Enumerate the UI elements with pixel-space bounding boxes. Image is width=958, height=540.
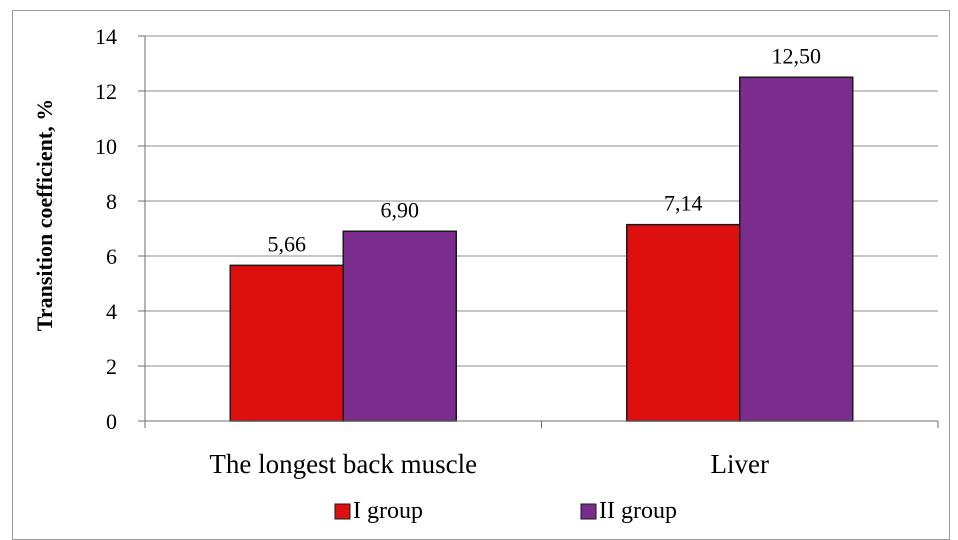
legend-swatch	[580, 503, 597, 520]
y-tick-label: 4	[106, 299, 117, 324]
legend: I group II group	[334, 498, 677, 524]
legend-swatch	[334, 503, 351, 520]
y-tick-label: 6	[106, 244, 117, 269]
data-label: 7,14	[664, 191, 703, 216]
y-axis-title: Transition coefficient, %	[32, 99, 57, 331]
y-tick-label: 0	[106, 409, 117, 434]
data-label: 12,50	[772, 43, 822, 68]
x-category-label: Liver	[711, 449, 769, 479]
x-category-label: The longest back muscle	[209, 449, 477, 479]
axes	[138, 35, 939, 428]
labels: 0 2 4 6 8 10 12 14 5,66 6,90 The longest back musc…	[95, 24, 821, 479]
data-label: 5,66	[268, 231, 307, 256]
bar	[626, 223, 741, 422]
y-tick-label: 10	[95, 134, 117, 159]
bars	[229, 76, 854, 422]
y-tick-label: 8	[106, 189, 117, 214]
data-label: 6,90	[381, 197, 420, 222]
bar	[739, 76, 854, 422]
y-tick-label: 12	[95, 79, 117, 104]
legend-label: I group	[353, 498, 423, 524]
bar	[342, 230, 457, 422]
y-tick-label: 14	[95, 24, 117, 49]
legend-label: II group	[599, 498, 677, 524]
y-tick-label: 2	[106, 354, 117, 379]
bar	[229, 264, 344, 422]
